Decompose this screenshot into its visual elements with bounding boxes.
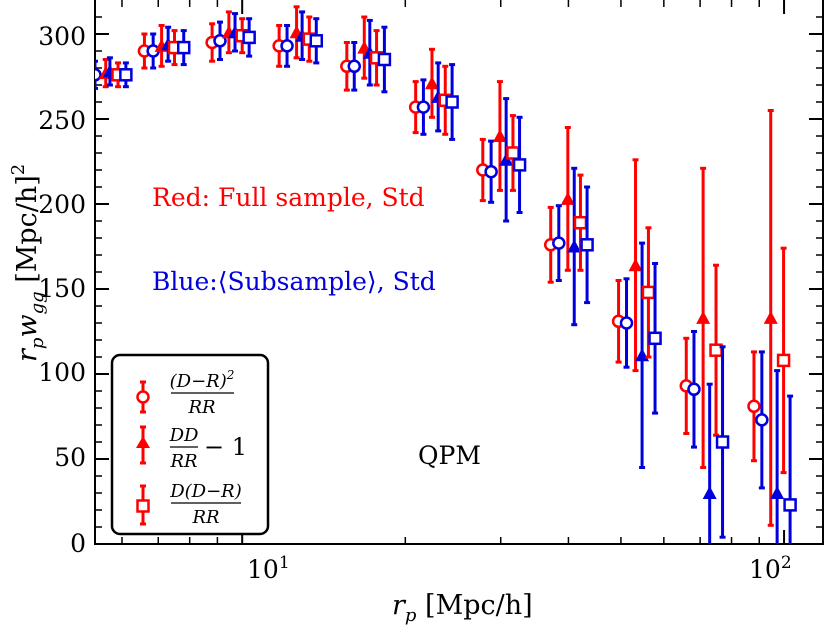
x-tick-label: 101 <box>247 553 290 584</box>
legend-triangle-marker <box>136 436 150 448</box>
triangle-marker <box>763 310 778 324</box>
square-marker <box>641 285 656 300</box>
triangle-marker <box>424 76 439 90</box>
axis-ticks <box>95 0 823 545</box>
circle-marker <box>280 39 294 53</box>
triangle-marker <box>499 152 514 166</box>
y-tick-label: 150 <box>38 274 86 303</box>
y-tick-label: 0 <box>70 529 86 558</box>
triangle-marker <box>770 486 785 499</box>
square-marker <box>242 30 256 45</box>
legend-denominator: RR <box>191 507 219 528</box>
triangle-marker <box>567 239 582 253</box>
circle-marker <box>484 164 498 179</box>
y-tick-label: 250 <box>38 106 86 135</box>
square-marker <box>176 40 191 55</box>
legend-numerator: D(D−R) <box>169 481 242 502</box>
annotation-blue: Blue:⟨Subsample⟩, Std <box>152 267 436 296</box>
triangle-marker <box>702 486 717 499</box>
legend-circle-marker <box>136 390 150 404</box>
circle-marker <box>95 75 96 78</box>
square-marker <box>648 331 662 346</box>
circle-marker <box>747 399 761 414</box>
y-tick-label: 300 <box>38 22 86 51</box>
circle-marker <box>755 413 769 427</box>
triangle-marker <box>560 191 575 205</box>
y-axis-label: rpwgg [Mpc/h]2 <box>8 164 48 362</box>
square-marker <box>119 68 133 82</box>
triangle-marker <box>628 258 643 272</box>
square-marker <box>573 215 588 230</box>
legend-entry-triangle: DD RR − 1 <box>136 425 247 472</box>
square-marker <box>309 34 324 48</box>
y-tick-label: 50 <box>54 443 86 472</box>
circle-marker <box>552 236 566 250</box>
y-tick-label: 100 <box>38 358 86 387</box>
square-marker <box>580 238 594 252</box>
circle-marker <box>95 68 102 82</box>
legend-numerator: DD <box>169 425 199 446</box>
circle-marker <box>347 59 362 74</box>
y-tick-labels: 0 50 100 150 200 250 300 <box>38 22 86 558</box>
annotation-red: Red: Full sample, Std <box>152 183 425 212</box>
y-tick-label: 200 <box>38 190 86 219</box>
circle-marker <box>619 316 634 330</box>
legend: (D−R)2 RR DD RR − 1 D(D−R) RR <box>110 353 270 536</box>
triangle-marker <box>492 129 507 142</box>
square-marker <box>445 95 459 109</box>
legend-box <box>110 353 270 536</box>
legend-suffix: − 1 <box>204 433 247 461</box>
legend-denominator: RR <box>187 397 215 418</box>
square-marker <box>512 158 527 172</box>
circle-marker <box>416 100 431 114</box>
triangle-marker <box>696 310 711 324</box>
circle-marker <box>687 382 701 397</box>
x-tick-label: 102 <box>749 553 792 584</box>
square-marker <box>506 146 520 160</box>
legend-denominator: RR <box>169 451 197 472</box>
legend-square-marker <box>136 499 150 513</box>
legend-entry-circle: (D−R)2 RR <box>136 368 235 418</box>
annotation-qpm: QPM <box>418 441 481 470</box>
data-marks <box>95 5 797 544</box>
square-marker <box>783 498 797 512</box>
legend-numerator: (D−R)2 <box>170 368 235 392</box>
x-axis-label: rp [Mpc/h] <box>392 590 533 626</box>
legend-entry-square: D(D−R) RR <box>136 481 242 528</box>
square-marker <box>377 52 392 67</box>
square-marker <box>776 353 791 368</box>
plot-frame <box>94 0 824 545</box>
square-marker <box>715 435 730 449</box>
